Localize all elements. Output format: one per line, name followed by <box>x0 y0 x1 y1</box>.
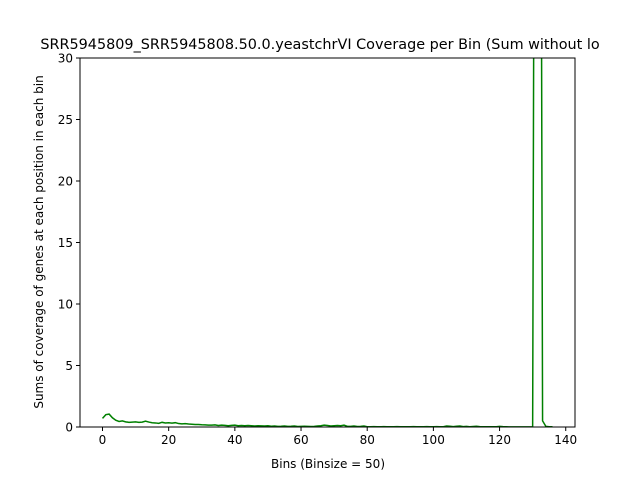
x-tick-label: 120 <box>488 433 511 447</box>
chart-title: SRR5945809_SRR5945808.50.0.yeastchrVI Co… <box>40 37 599 53</box>
x-axis-label: Bins (Binsize = 50) <box>271 457 385 471</box>
x-tick-label: 0 <box>99 433 107 447</box>
y-tick-label: 10 <box>58 298 73 312</box>
y-tick-label: 25 <box>58 113 73 127</box>
y-axis-label: Sums of coverage of genes at each positi… <box>32 75 46 408</box>
x-tick-label: 40 <box>227 433 242 447</box>
data-line <box>101 58 553 427</box>
y-tick-label: 30 <box>58 52 73 66</box>
y-tick-label: 15 <box>58 236 73 250</box>
x-tick-label: 60 <box>293 433 308 447</box>
x-tick-label: 100 <box>422 433 445 447</box>
x-tick-label: 20 <box>161 433 176 447</box>
y-tick-label: 0 <box>65 421 73 435</box>
plot-area <box>101 58 553 427</box>
x-tick-label: 80 <box>360 433 375 447</box>
x-tick-label: 140 <box>554 433 577 447</box>
y-tick-label: 5 <box>65 359 73 373</box>
y-tick-label: 20 <box>58 175 73 189</box>
